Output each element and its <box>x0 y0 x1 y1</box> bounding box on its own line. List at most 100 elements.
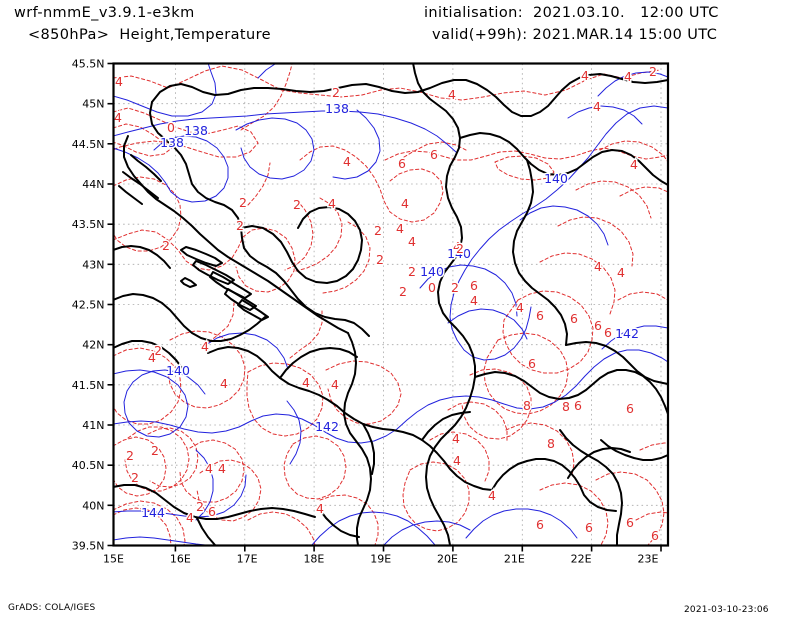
x-tick-label: 15E <box>103 553 124 566</box>
temperature-contour-label: 6 <box>585 520 593 535</box>
y-tick-label: 43N <box>82 258 104 271</box>
x-axis-tick-labels: 15E 16E 17E 18E 19E 20E 21E 22E 23E <box>103 553 658 566</box>
temperature-contour-label: 4 <box>581 68 589 83</box>
temperature-contour-label: 4 <box>343 154 351 169</box>
temperature-contour-label: 4 <box>630 157 638 172</box>
temperature-contour-label: 8 <box>547 436 555 451</box>
temperature-contour-label: 6 <box>574 398 582 413</box>
temperature-contour-label: 4 <box>452 431 460 446</box>
temperature-contour-label: 2 <box>239 195 247 210</box>
temperature-contour-label: 6 <box>604 325 612 340</box>
temperature-contour-label: 2 <box>196 499 204 514</box>
temperature-contour-label: 4 <box>114 110 122 125</box>
temperature-contour-label: 4 <box>148 350 156 365</box>
height-contour-label: 140 <box>420 264 444 279</box>
temperature-contour-label: 4 <box>617 265 625 280</box>
x-tick-label: 17E <box>237 553 258 566</box>
x-tick-label: 16E <box>170 553 191 566</box>
temperature-contour-label: 8 <box>523 398 531 413</box>
grads-credit-label: GrADS: COLA/IGES <box>8 603 96 613</box>
temperature-contour-label: 6 <box>626 401 634 416</box>
temperature-contour-label: 6 <box>398 156 406 171</box>
temperature-contour-label: 4 <box>331 377 339 392</box>
y-tick-label: 43.5N <box>72 218 105 231</box>
height-contour-label: 142 <box>315 419 339 434</box>
temperature-contour-label: 2 <box>376 252 384 267</box>
temperature-contour-label: 2 <box>649 64 657 79</box>
temperature-contour-label: 6 <box>626 515 634 530</box>
temperature-contour-label: 2 <box>293 197 301 212</box>
temperature-contour-label: 2 <box>151 443 159 458</box>
temperature-contour-label: 6 <box>470 278 478 293</box>
temperature-contour-label: 2 <box>332 85 340 100</box>
temperature-contour-label: 4 <box>201 339 209 354</box>
temperature-contour-label: 4 <box>488 488 496 503</box>
temperature-contour-label: 2 <box>456 241 464 256</box>
temperature-contour-label: 4 <box>205 461 213 476</box>
temperature-contour-label: 6 <box>430 147 438 162</box>
temperature-contour-label: 0 <box>428 280 436 295</box>
temperature-contour-label: 4 <box>401 196 409 211</box>
temperature-contour-label: 2 <box>162 238 170 253</box>
y-tick-label: 44.5N <box>72 138 105 151</box>
render-timestamp-label: 2021-03-10-23:06 <box>684 605 769 615</box>
height-contour-label: 142 <box>615 326 639 341</box>
coastline-and-borders <box>114 64 668 545</box>
temperature-contour-label: 4 <box>408 234 416 249</box>
model-name-label: wrf-nmmE_v3.9.1-e3km <box>14 5 195 21</box>
y-tick-label: 40N <box>82 499 104 512</box>
y-tick-label: 45N <box>82 98 104 111</box>
temperature-contour-label: 4 <box>186 510 194 525</box>
height-contour-label: 138 <box>160 135 184 150</box>
y-axis-tick-labels: 45.5N 45N 44.5N 44N 43.5N 43N 42.5N 42N 41.5N 41N… <box>72 58 105 553</box>
temperature-contour-label: 2 <box>374 223 382 238</box>
height-contour-label: 138 <box>184 123 208 138</box>
temperature-contour-label: 2 <box>451 280 459 295</box>
temperature-contour-label: 6 <box>528 356 536 371</box>
temperature-contour-label: 6 <box>536 517 544 532</box>
temperature-contour-label: 4 <box>470 293 478 308</box>
x-tick-label: 20E <box>437 553 458 566</box>
temperature-contour-label: 4 <box>448 87 456 102</box>
level-fields-label: <850hPa> Height,Temperature <box>28 27 271 43</box>
y-tick-label: 45.5N <box>72 58 105 71</box>
y-tick-label: 44N <box>82 178 104 191</box>
x-tick-label: 22E <box>571 553 592 566</box>
height-contour-label: 140 <box>166 363 190 378</box>
temperature-contour-label: 4 <box>516 300 524 315</box>
temperature-contour-label: 2 <box>131 470 139 485</box>
temperature-contour-label: 4 <box>624 69 632 84</box>
y-tick-label: 41.5N <box>72 379 105 392</box>
initialisation-time-label: initialisation: 2021.03.10. 12:00 UTC <box>424 5 719 21</box>
temperature-contour-label: 4 <box>396 221 404 236</box>
temperature-contour-label: 4 <box>328 196 336 211</box>
temperature-contour-label: 2 <box>236 218 244 233</box>
temperature-contour-label: 6 <box>594 318 602 333</box>
temperature-contour-label: 6 <box>208 504 216 519</box>
temperature-contour-label: 4 <box>593 99 601 114</box>
temperature-contour-label: 4 <box>115 74 123 89</box>
temperature-contour-label: 2 <box>154 343 162 358</box>
temperature-contour-label: 6 <box>536 308 544 323</box>
temperature-contour-label: 4 <box>453 239 461 254</box>
temperature-contour-label: 0 <box>167 120 175 135</box>
temperature-contour-label: 4 <box>220 376 228 391</box>
height-contour-label: 140 <box>447 246 471 261</box>
temperature-contour-label: 2 <box>399 284 407 299</box>
y-tick-label: 40.5N <box>72 459 105 472</box>
y-tick-label: 41N <box>82 419 104 432</box>
map-gridlines <box>113 63 668 546</box>
height-contours <box>114 64 668 545</box>
temperature-contour-label: 2 <box>126 448 134 463</box>
height-contour-label: 138 <box>325 101 349 116</box>
x-tick-label: 19E <box>370 553 391 566</box>
axis-ticks <box>107 62 662 552</box>
x-tick-label: 23E <box>637 553 658 566</box>
y-tick-label: 39.5N <box>72 540 105 553</box>
valid-time-label: valid(+99h): 2021.MAR.14 15:00 UTC <box>432 27 718 43</box>
temperature-contour-label: 4 <box>218 461 226 476</box>
